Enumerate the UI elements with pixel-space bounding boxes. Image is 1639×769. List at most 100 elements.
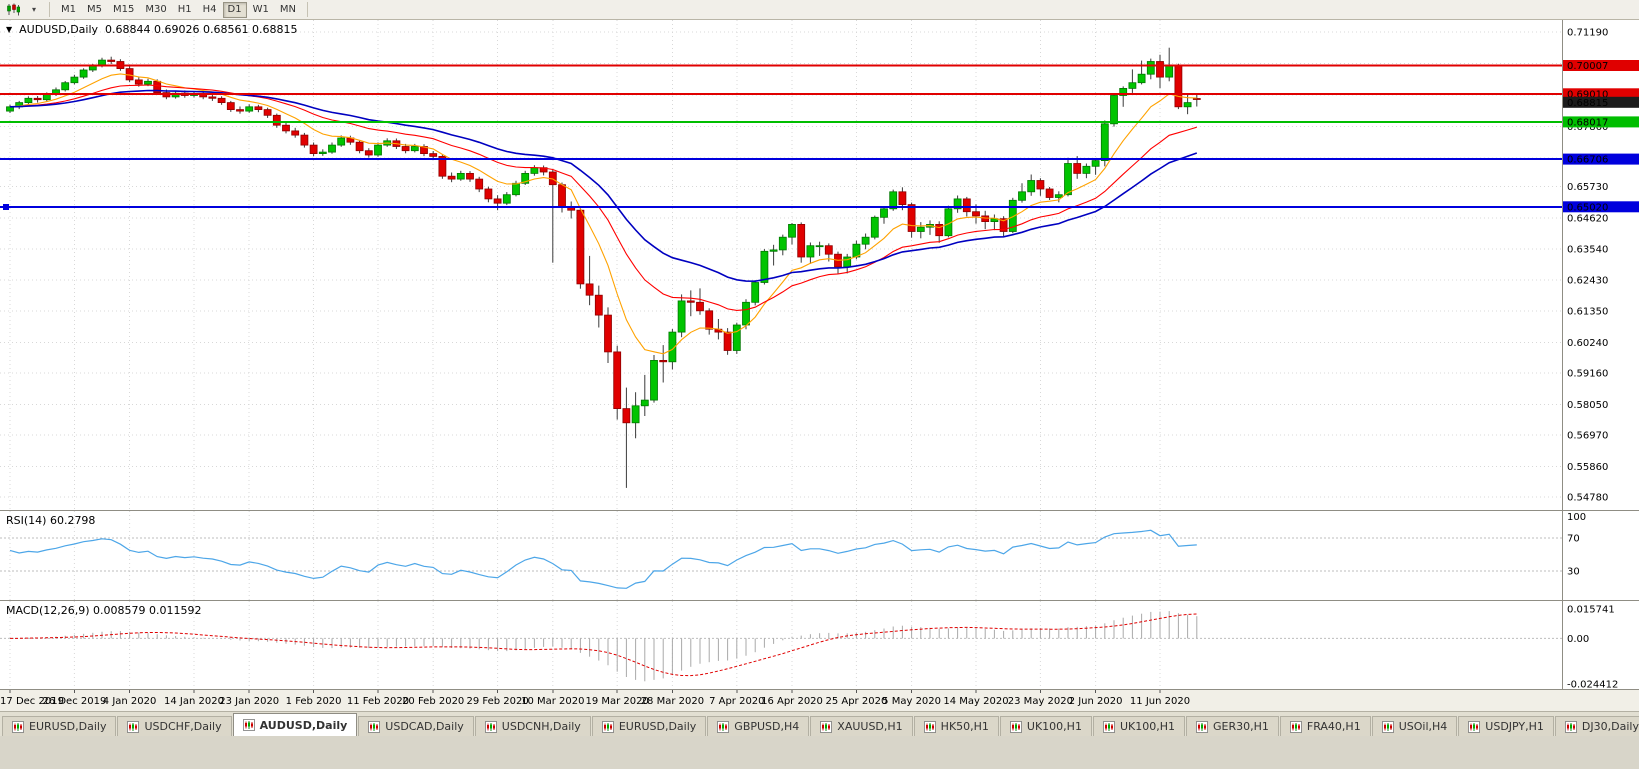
tab-label: XAUUSD,H1 [837, 720, 903, 733]
chart-tab-fra40-h1[interactable]: FRA40,H1 [1279, 716, 1371, 736]
chart-tab-usdjpy-h1[interactable]: USDJPY,H1 [1458, 716, 1554, 736]
date-label: 11 Jun 2020 [1130, 696, 1190, 707]
price-level-label [1563, 116, 1639, 128]
timeframe-button-m30[interactable]: M30 [145, 4, 167, 15]
date-label: 5 May 2020 [882, 696, 941, 707]
date-label: 7 Apr 2020 [709, 696, 764, 707]
svg-text:0.55860: 0.55860 [1567, 462, 1608, 473]
price-level-label [1563, 153, 1639, 165]
price-level-label [1563, 88, 1639, 100]
svg-text:70: 70 [1567, 534, 1580, 545]
svg-text:0.00: 0.00 [1567, 634, 1589, 645]
date-label: 16 Apr 2020 [761, 696, 823, 707]
candles [6, 47, 1201, 488]
collapse-icon[interactable]: ▼ [6, 25, 13, 34]
date-label: 28 Mar 2020 [641, 696, 704, 707]
timeframe-button-w1[interactable]: W1 [252, 4, 269, 15]
toolbar-separator [306, 2, 308, 17]
time-axis[interactable]: 17 Dec 2019 26 Dec 2019 4 Jan 2020 14 Jan 2… [0, 689, 1639, 711]
svg-text:0.65020: 0.65020 [1567, 202, 1608, 213]
macd-signal-line [9, 613, 1197, 677]
candlestick-icon [923, 720, 936, 733]
macd-canvas[interactable]: 0.015741 0.00 -0.024412 [0, 601, 1639, 689]
candlestick-icon [1010, 720, 1022, 733]
macd-panel[interactable]: 0.015741 0.00 -0.024412 MACD(12,26,9) 0.00… [0, 600, 1639, 689]
status-area [0, 736, 1639, 769]
candlestick-icon [368, 720, 381, 733]
svg-text:0.61350: 0.61350 [1567, 306, 1608, 317]
timeframe-button-mn[interactable]: MN [279, 4, 296, 15]
tab-label: USDCHF,Daily [144, 720, 222, 733]
tab-label: USDCNH,Daily [501, 720, 581, 733]
timeframe-button-m1[interactable]: M1 [61, 4, 76, 15]
tab-label: UK100,H1 [1026, 720, 1082, 733]
tab-label: USDJPY,H1 [1485, 720, 1544, 733]
chart-tab-usdchf-daily[interactable]: USDCHF,Daily [117, 716, 232, 736]
date-label: 23 May 2020 [1008, 696, 1073, 707]
date-label: 17 Dec 2019 [0, 696, 64, 707]
date-label: 29 Feb 2020 [466, 696, 528, 707]
chart-tab-usdcad-daily[interactable]: USDCAD,Daily [358, 716, 474, 736]
price-chart-canvas[interactable]: 0.711900.700800.689700.678600.667500.657… [0, 20, 1639, 510]
svg-text:0.59160: 0.59160 [1567, 368, 1608, 379]
tab-label: UK100,H1 [1119, 720, 1175, 733]
svg-text:-0.024412: -0.024412 [1567, 680, 1618, 690]
svg-text:0.69010: 0.69010 [1567, 89, 1608, 100]
candlestick-icon [12, 720, 24, 733]
tab-label: USDCAD,Daily [385, 720, 464, 733]
chart-tab-uk100-h1[interactable]: UK100,H1 [1092, 716, 1185, 736]
chart-type-button[interactable] [3, 2, 23, 18]
timeframe-button-h1[interactable]: H1 [177, 4, 192, 15]
candlestick-chart-icon [7, 3, 20, 16]
chart-tab-xauusd-h1[interactable]: XAUUSD,H1 [810, 716, 913, 736]
chart-tab-usdcnh-daily[interactable]: USDCNH,Daily [474, 716, 591, 736]
tab-label: AUDUSD,Daily [259, 718, 348, 732]
main-chart-panel[interactable]: 0.711900.700800.689700.678600.667500.657… [0, 20, 1639, 510]
svg-text:0.70007: 0.70007 [1567, 61, 1608, 72]
candlestick-icon [1103, 720, 1115, 733]
date-label: 23 Jan 2020 [219, 696, 279, 707]
date-label: 4 Jan 2020 [103, 696, 157, 707]
candlestick-icon [484, 720, 497, 733]
chart-tab-dj30-daily[interactable]: DJ30,Daily [1554, 716, 1639, 736]
chart-tab-usoil-h4[interactable]: USOil,H4 [1371, 716, 1458, 736]
timeframe-button-m5[interactable]: M5 [87, 4, 102, 15]
svg-text:0.68815: 0.68815 [1567, 98, 1608, 109]
chart-type-dropdown[interactable]: ▾ [25, 2, 43, 18]
svg-text:0.66706: 0.66706 [1567, 155, 1608, 166]
date-label: 1 Feb 2020 [286, 696, 342, 707]
chevron-down-icon: ▾ [31, 5, 36, 14]
chart-tab-gbpusd-h4[interactable]: GBPUSD,H4 [707, 716, 810, 736]
level-drag-handle[interactable] [3, 203, 9, 210]
candlestick-icon [127, 720, 140, 733]
svg-text:30: 30 [1567, 567, 1580, 578]
timeframe-button-m15[interactable]: M15 [113, 4, 135, 15]
candlestick-icon [717, 720, 730, 733]
tab-label: EURUSD,Daily [29, 720, 107, 733]
date-label: 10 Mar 2020 [521, 696, 584, 707]
svg-text:0.62430: 0.62430 [1567, 276, 1608, 287]
timeframe-buttons: M1 M5 M15 M30 H1 H4 D1 W1 MN [56, 1, 301, 18]
chart-tab-audusd-daily[interactable]: AUDUSD,Daily [232, 713, 358, 736]
ma-medium [9, 84, 1197, 311]
svg-text:0.54780: 0.54780 [1567, 493, 1608, 504]
chart-tab-uk100-h1[interactable]: UK100,H1 [999, 716, 1092, 736]
horizontal-levels [0, 64, 1562, 210]
candlestick-icon [1381, 720, 1394, 733]
rsi-canvas[interactable]: 100 70 30 [0, 511, 1639, 600]
chart-tab-eurusd-daily[interactable]: EURUSD,Daily [2, 716, 117, 736]
macd-label: MACD(12,26,9) 0.008579 0.011592 [6, 604, 202, 617]
svg-text:0.71190: 0.71190 [1567, 28, 1608, 39]
price-axis[interactable]: 0.711900.700800.689700.678600.667500.657… [1563, 28, 1639, 504]
candlestick-icon [242, 719, 255, 731]
timeframe-button-d1[interactable]: D1 [222, 1, 247, 18]
tab-label: HK50,H1 [940, 720, 989, 733]
timeframe-button-h4[interactable]: H4 [202, 4, 217, 15]
candlestick-icon [601, 720, 614, 733]
date-label: 25 Apr 2020 [825, 696, 887, 707]
chart-tab-hk50-h1[interactable]: HK50,H1 [913, 716, 999, 736]
chart-tab-eurusd-daily[interactable]: EURUSD,Daily [591, 716, 707, 736]
rsi-panel[interactable]: 100 70 30 RSI(14) 60.2798 [0, 510, 1639, 600]
chart-tab-ger30-h1[interactable]: GER30,H1 [1185, 716, 1279, 736]
